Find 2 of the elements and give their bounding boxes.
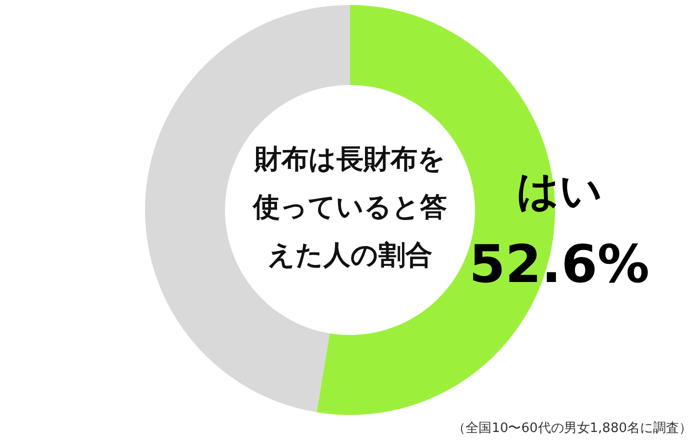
text: （全国10〜60代の男女1,880名に調査） — [452, 421, 692, 436]
text: 財布は長財布を使っていると答えた人の割合 — [252, 144, 447, 271]
